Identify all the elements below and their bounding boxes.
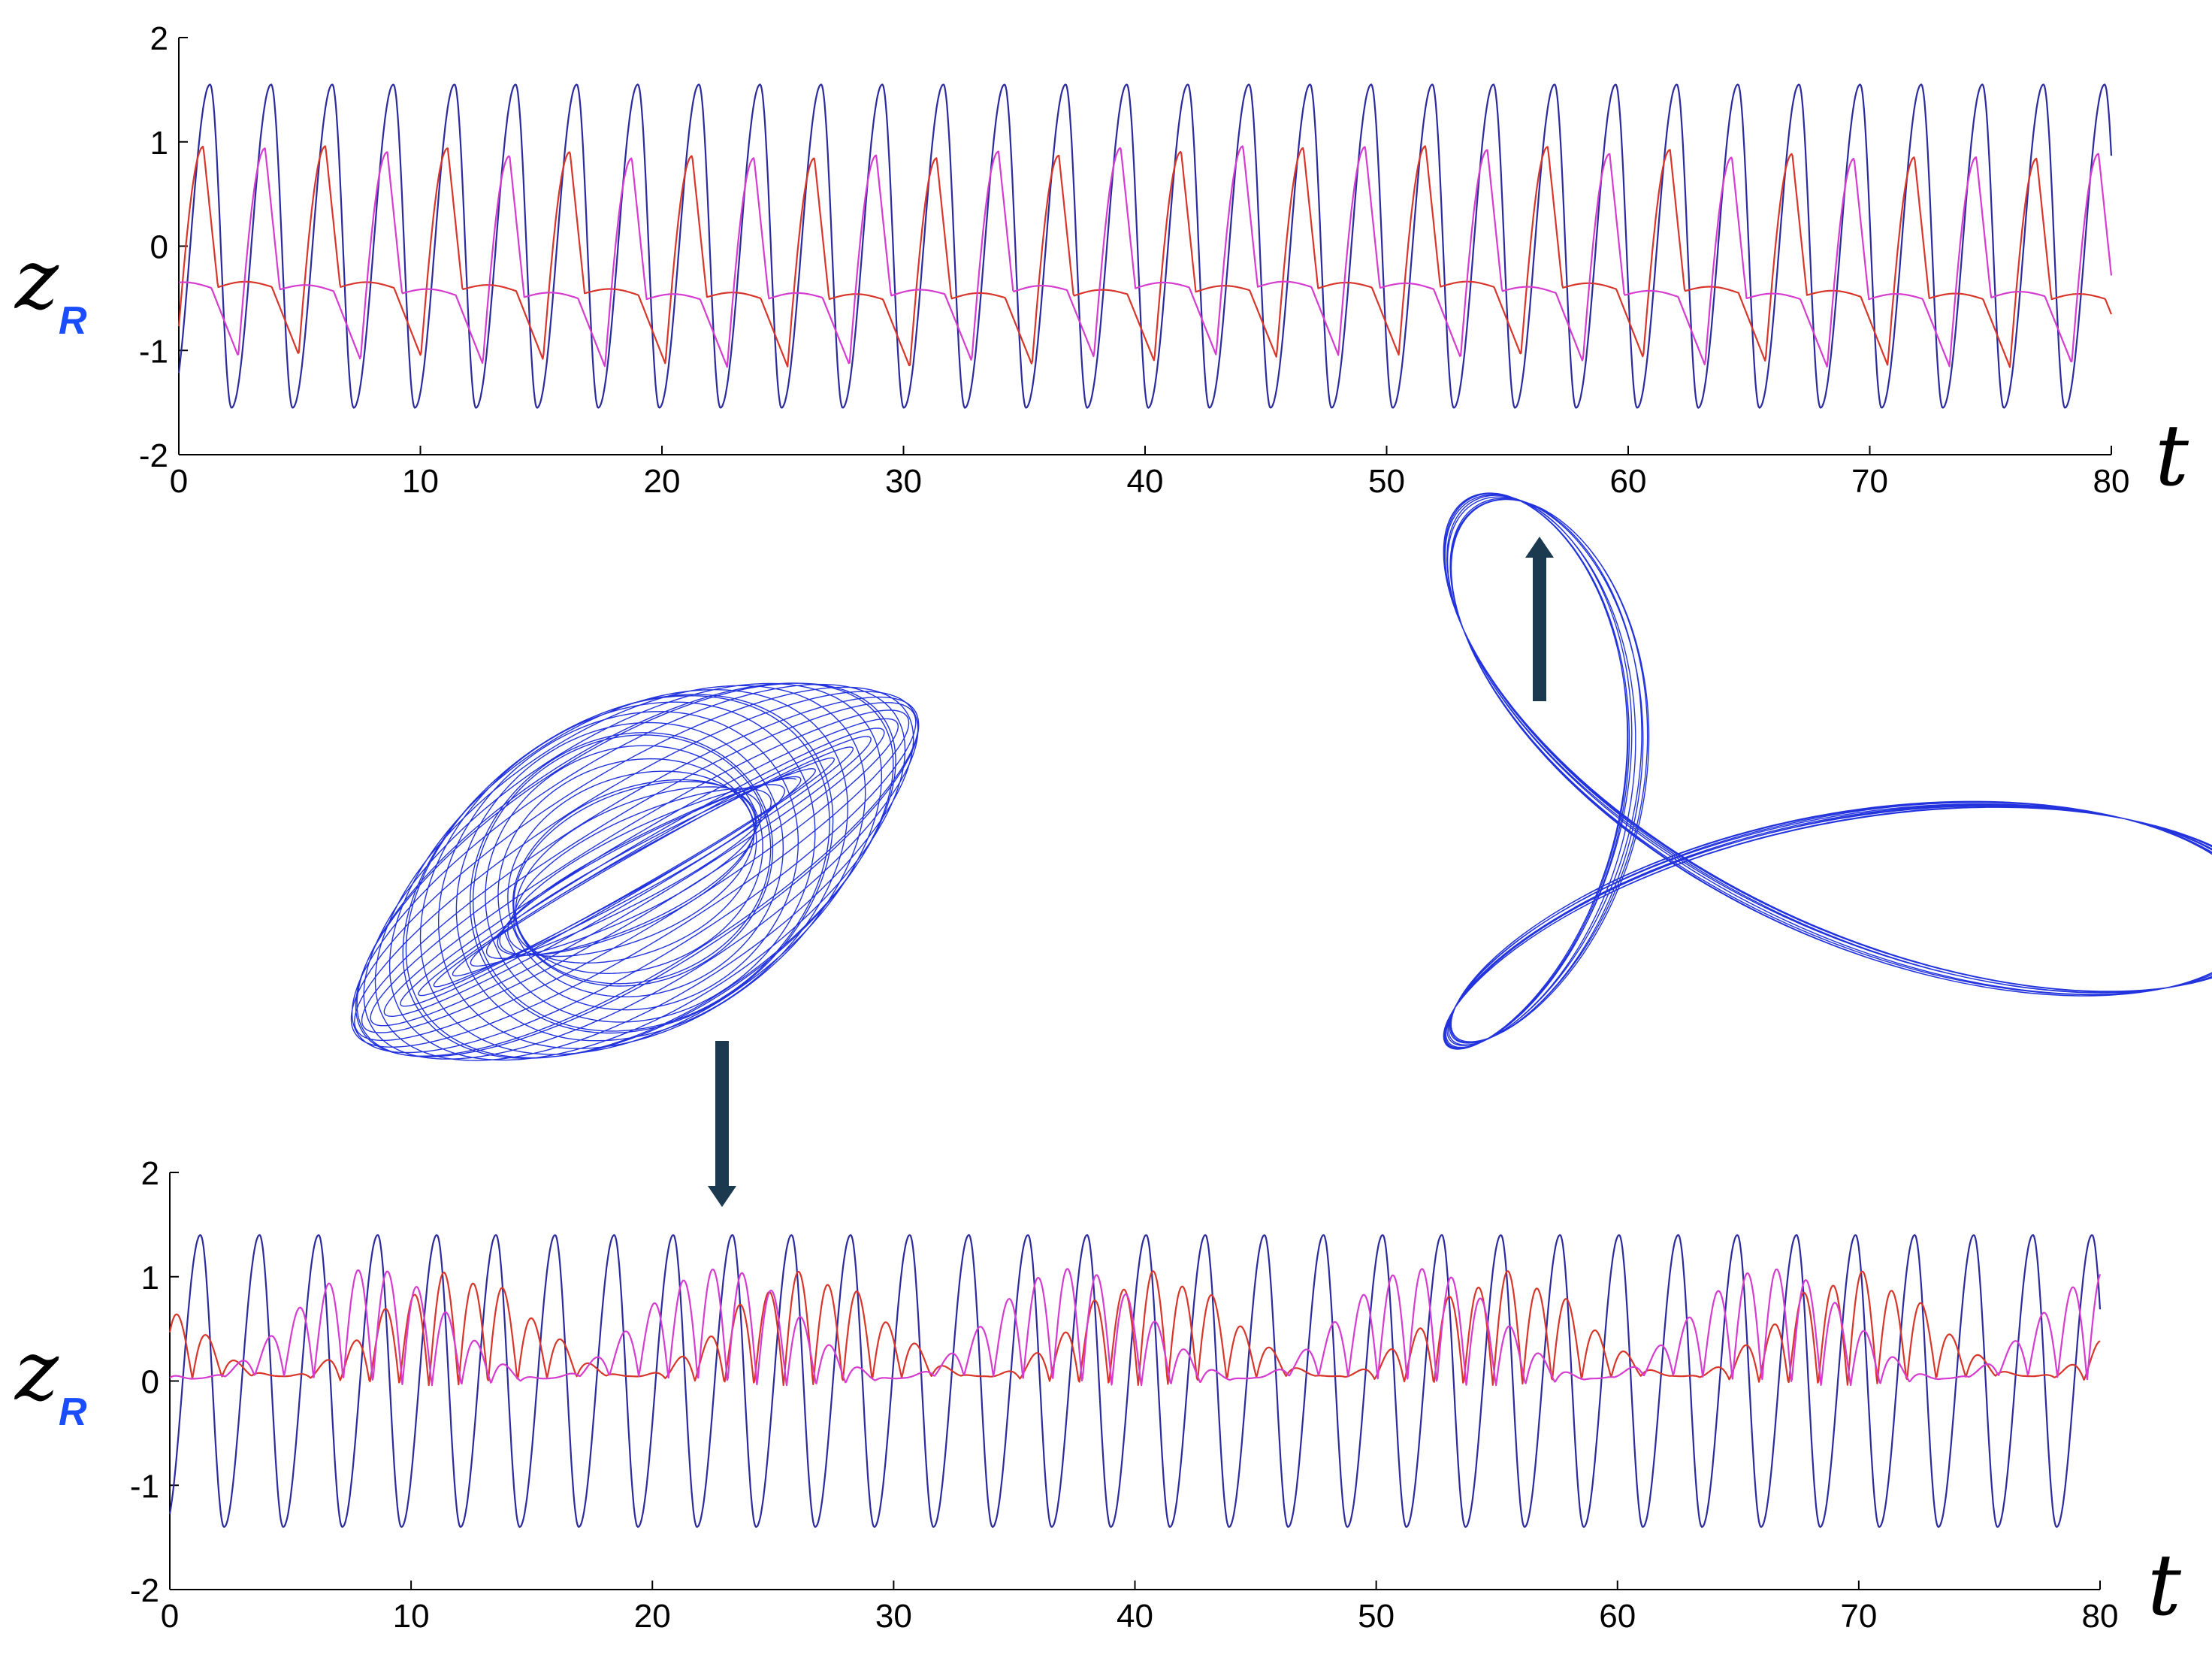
arrow-down-head: [708, 1186, 736, 1207]
y-axis-label-subscript-top: R: [59, 299, 87, 343]
y-tick-label: -1: [139, 333, 168, 370]
y-tick-label: 0: [141, 1364, 159, 1401]
periodic-attractor: [1443, 492, 2212, 1050]
x-tick-label: 0: [170, 463, 188, 500]
quasi-periodic-attractor: [350, 682, 920, 1061]
series-line-red: [177, 145, 2113, 368]
series-line-red: [168, 1270, 2101, 1387]
plot-area-bottom: [168, 1234, 2102, 1528]
arrow-down: [708, 1041, 736, 1207]
y-axis-label-top: zR: [14, 231, 87, 343]
x-tick-label: 10: [402, 463, 439, 500]
y-tick-label: -2: [139, 437, 168, 474]
arrow-up-shaft: [1533, 555, 1546, 701]
x-tick-label: 30: [875, 1598, 912, 1635]
arrow-down-shaft: [715, 1041, 729, 1187]
x-tick-label: 40: [1127, 463, 1164, 500]
x-tick-label: 50: [1358, 1598, 1395, 1635]
attractor-trajectory: [1443, 492, 2212, 1050]
x-tick-label: 10: [393, 1598, 430, 1635]
x-tick-label: 30: [885, 463, 922, 500]
y-axis-label-bottom: zR: [14, 1323, 87, 1434]
y-tick-label: 1: [141, 1260, 159, 1296]
x-tick-label: 50: [1368, 463, 1405, 500]
arrow-up: [1525, 537, 1554, 701]
x-tick-label: 60: [1610, 463, 1647, 500]
x-tick-label: 70: [1851, 463, 1888, 500]
y-tick-label: 2: [150, 20, 168, 57]
series-line-magenta: [169, 1268, 2102, 1387]
y-tick-label: 0: [150, 229, 168, 266]
x-tick-label: 20: [644, 463, 681, 500]
plot-area-top: [177, 83, 2113, 409]
series-line-magenta: [178, 145, 2113, 368]
x-tick-label: 40: [1117, 1598, 1153, 1635]
y-axis-label-subscript-bottom: R: [59, 1390, 87, 1434]
y-tick-label: 2: [141, 1155, 159, 1192]
x-tick-label: 80: [2093, 463, 2130, 500]
x-tick-label: 20: [634, 1598, 671, 1635]
series-line-blue: [168, 1234, 2102, 1528]
x-tick-label: 80: [2082, 1598, 2119, 1635]
y-tick-label: -2: [130, 1572, 159, 1609]
x-tick-label: 70: [1840, 1598, 1877, 1635]
attractor-trajectory: [350, 682, 920, 1061]
y-tick-label: -1: [130, 1468, 159, 1505]
x-axis-label-top: t: [2155, 407, 2189, 505]
x-tick-label: 0: [161, 1598, 179, 1635]
series-line-blue: [177, 83, 2113, 409]
arrow-up-head: [1525, 537, 1554, 558]
x-tick-label: 60: [1599, 1598, 1636, 1635]
y-tick-label: 1: [150, 125, 168, 162]
x-axis-label-bottom: t: [2147, 1537, 2182, 1635]
